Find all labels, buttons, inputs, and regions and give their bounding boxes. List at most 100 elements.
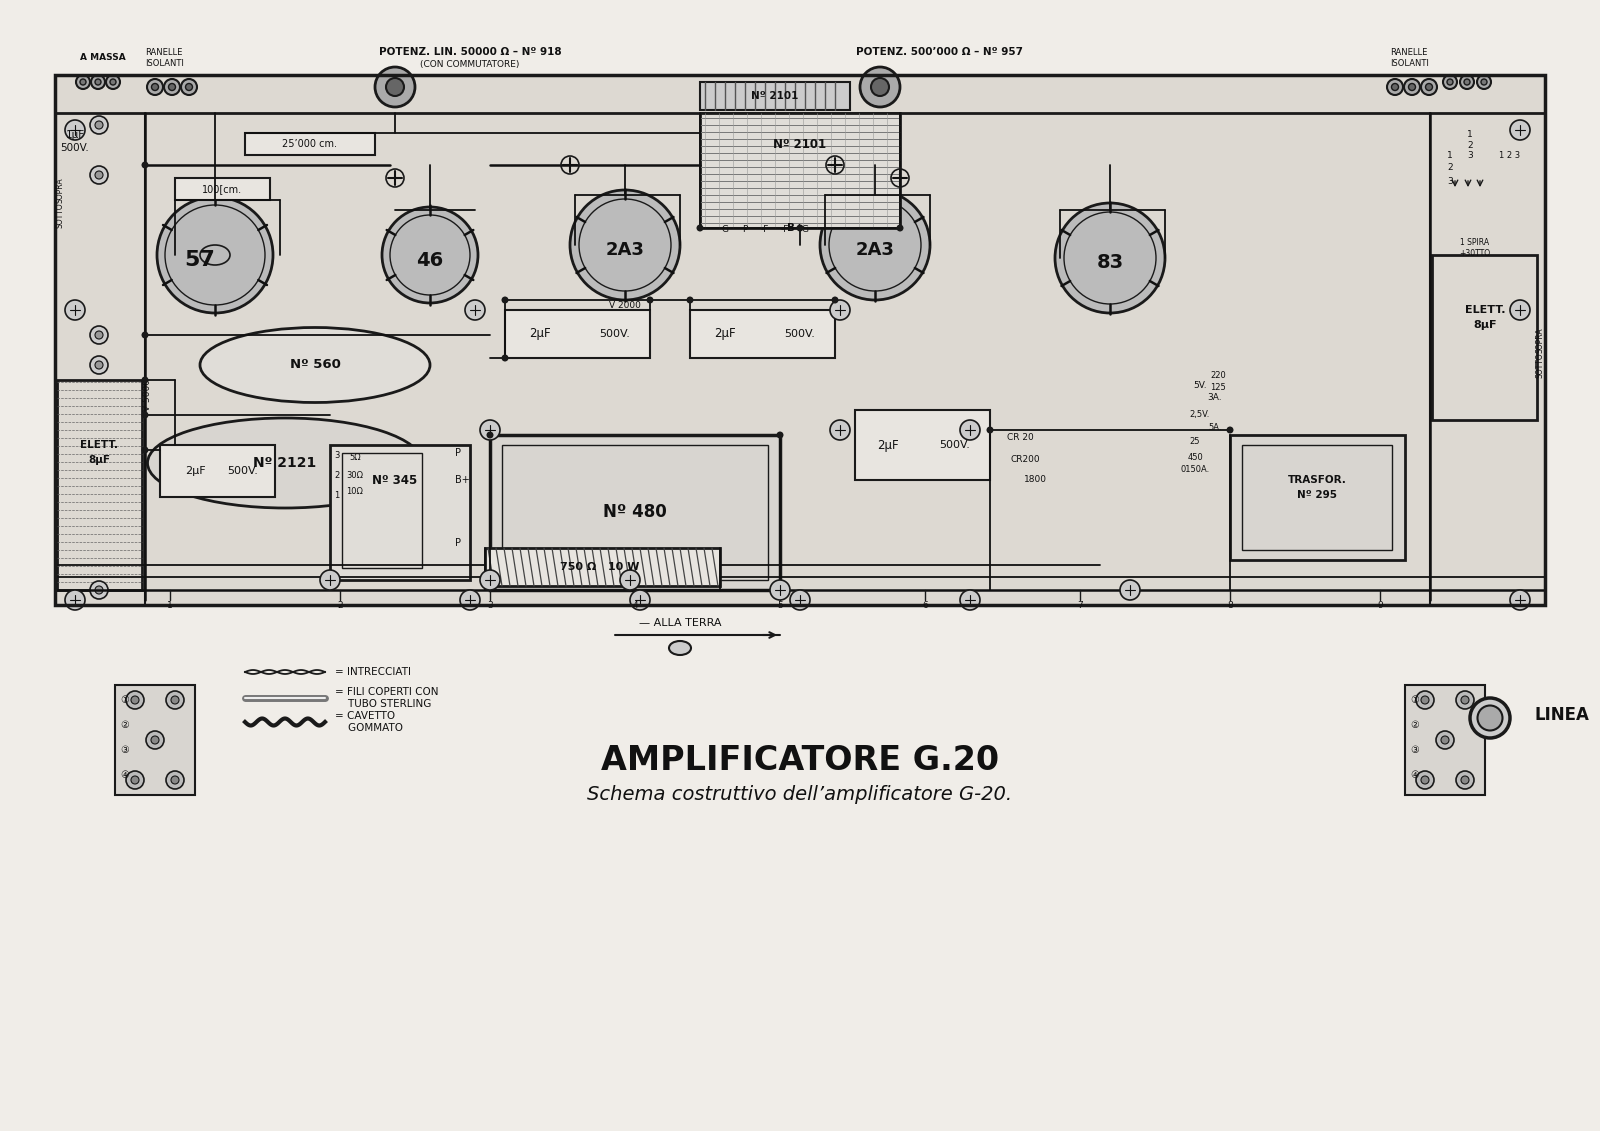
Text: Nº 2101: Nº 2101 [752, 90, 798, 101]
Circle shape [1421, 776, 1429, 784]
Circle shape [66, 120, 85, 140]
Text: LINEA: LINEA [1534, 706, 1590, 724]
Text: — ALLA TERRA: — ALLA TERRA [638, 618, 722, 628]
Circle shape [131, 696, 139, 703]
Circle shape [1461, 776, 1469, 784]
Text: 2μF: 2μF [530, 328, 550, 340]
Bar [1432, 254, 1538, 420]
Text: CR200: CR200 [1010, 456, 1040, 465]
Text: 8: 8 [1227, 601, 1234, 610]
Text: 83: 83 [1096, 253, 1123, 273]
Bar [54, 75, 1546, 605]
Circle shape [466, 300, 485, 320]
Text: 5Ω: 5Ω [349, 454, 362, 463]
Circle shape [382, 207, 478, 303]
Circle shape [501, 296, 509, 303]
Bar [854, 411, 990, 480]
Text: Schema costruttivo dell’amplificatore G-20.: Schema costruttivo dell’amplificatore G-… [587, 786, 1013, 804]
Text: 2: 2 [334, 470, 339, 480]
Text: 10Ω: 10Ω [347, 487, 363, 497]
Text: 3: 3 [1446, 176, 1453, 185]
Circle shape [186, 84, 192, 90]
Bar [1230, 435, 1405, 560]
Circle shape [94, 361, 102, 369]
Circle shape [1426, 84, 1432, 90]
Text: 4: 4 [632, 601, 638, 610]
Text: 30Ω: 30Ω [347, 470, 363, 480]
Circle shape [146, 731, 165, 749]
Circle shape [181, 79, 197, 95]
Circle shape [80, 79, 86, 85]
Circle shape [1227, 426, 1234, 433]
Bar [245, 133, 374, 155]
Text: = CAVETTO
    GOMMATO: = CAVETTO GOMMATO [334, 711, 403, 733]
Circle shape [1421, 79, 1437, 95]
Circle shape [147, 79, 163, 95]
Bar [485, 549, 720, 586]
Circle shape [94, 586, 102, 594]
Circle shape [1459, 75, 1474, 89]
Circle shape [157, 197, 274, 313]
Circle shape [896, 224, 904, 232]
Bar [58, 380, 142, 590]
Text: TRASFOR.: TRASFOR. [1288, 475, 1347, 485]
Bar [160, 444, 275, 497]
Circle shape [1456, 771, 1474, 789]
Text: ELETT.: ELETT. [80, 440, 118, 450]
Bar [490, 435, 781, 590]
Circle shape [960, 420, 979, 440]
Circle shape [126, 771, 144, 789]
Text: 2A3: 2A3 [605, 241, 645, 259]
Text: 220: 220 [1210, 371, 1226, 380]
Bar [330, 444, 470, 580]
Ellipse shape [147, 418, 422, 508]
Circle shape [1461, 696, 1469, 703]
Circle shape [1437, 731, 1454, 749]
Text: G: G [802, 225, 808, 234]
Text: 3: 3 [334, 450, 339, 459]
Circle shape [141, 162, 149, 169]
Circle shape [1464, 79, 1470, 85]
Circle shape [987, 426, 994, 433]
Bar [502, 444, 768, 580]
Text: 1
2
3: 1 2 3 [1467, 130, 1474, 159]
Text: SOTTO: SOTTO [56, 202, 64, 227]
Circle shape [106, 75, 120, 89]
Text: 8μF: 8μF [88, 455, 110, 465]
Circle shape [126, 691, 144, 709]
Text: Nº 2121: Nº 2121 [253, 456, 317, 470]
Circle shape [819, 190, 930, 300]
Text: SOPRA: SOPRA [1536, 327, 1544, 353]
Text: 5: 5 [778, 601, 782, 610]
Text: 1 2 3: 1 2 3 [1499, 150, 1520, 159]
Ellipse shape [669, 641, 691, 655]
Text: RANELLE
ISOLANTI: RANELLE ISOLANTI [1390, 49, 1429, 68]
Circle shape [141, 377, 149, 383]
Text: RANELLE
ISOLANTI: RANELLE ISOLANTI [146, 49, 184, 68]
Text: V 5000: V 5000 [144, 379, 152, 411]
Ellipse shape [1470, 698, 1510, 739]
Text: ④: ④ [120, 770, 130, 780]
Text: 100[cm.: 100[cm. [202, 184, 242, 195]
Bar [115, 685, 195, 795]
Circle shape [165, 79, 179, 95]
Circle shape [94, 171, 102, 179]
Circle shape [1421, 696, 1429, 703]
Circle shape [770, 580, 790, 601]
Text: AMPLIFICATORE G.20: AMPLIFICATORE G.20 [602, 743, 998, 777]
Text: V 2000: V 2000 [610, 301, 642, 310]
Circle shape [77, 75, 90, 89]
Circle shape [830, 300, 850, 320]
Text: 25: 25 [1190, 438, 1200, 447]
Circle shape [1477, 75, 1491, 89]
Circle shape [1446, 79, 1453, 85]
Bar [506, 310, 650, 359]
Circle shape [94, 79, 101, 85]
Bar [54, 75, 1546, 605]
Text: 57: 57 [184, 250, 216, 270]
Circle shape [1387, 79, 1403, 95]
Text: 1: 1 [166, 601, 173, 610]
Circle shape [630, 590, 650, 610]
Text: 500V.: 500V. [939, 440, 971, 450]
Text: 450: 450 [1187, 454, 1203, 463]
